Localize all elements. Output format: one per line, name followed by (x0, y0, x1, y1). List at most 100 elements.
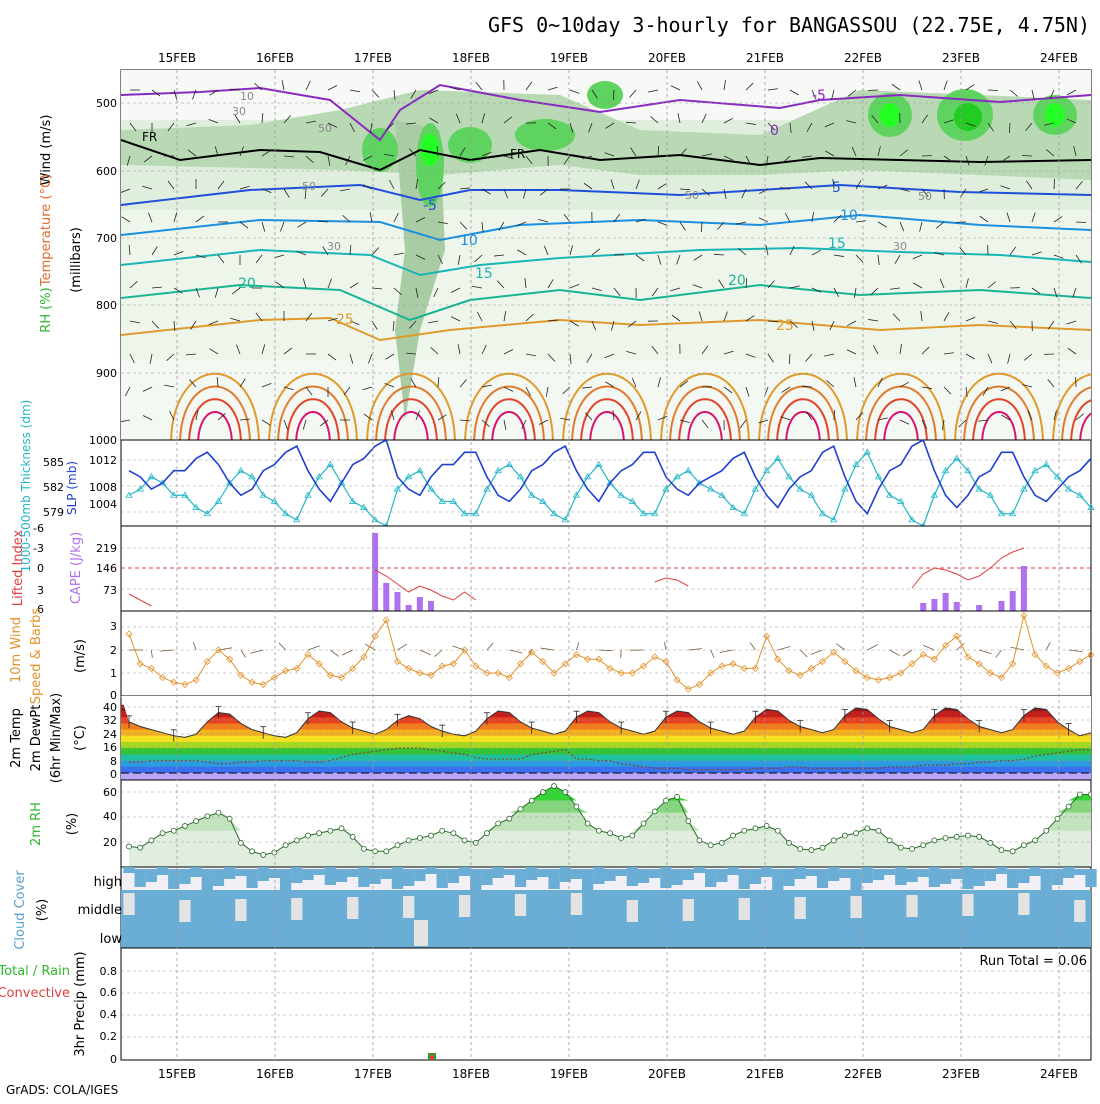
rh-marker (965, 833, 970, 838)
cloud-high-bar (369, 869, 380, 884)
cloud-high-bar (649, 869, 660, 878)
top-date-label: 17FEB (354, 51, 392, 65)
precip-tick-0: 0 (110, 1053, 117, 1066)
upper-label-millibars: (millibars) (69, 227, 84, 293)
cloud-high-bar (314, 869, 325, 875)
rh-marker (898, 845, 903, 850)
cloud-high-bar (627, 867, 638, 886)
li-tick-0: 0 (37, 562, 44, 575)
temp-band (121, 736, 1091, 743)
wind-barb (1009, 123, 1010, 133)
rh-marker (686, 819, 691, 824)
rh-marker (1010, 849, 1015, 854)
top-date-label: 16FEB (256, 51, 294, 65)
temp-tick-24: 24 (103, 728, 117, 741)
precip-frame (121, 948, 1091, 1060)
cloud-high-bar (168, 869, 179, 889)
rh-contour-label-4: 50 (302, 180, 316, 193)
rh-marker (719, 840, 724, 845)
slp-frame (121, 440, 1091, 526)
temp-tick-16: 16 (103, 741, 117, 754)
cloud-high-bar (425, 867, 436, 874)
rh-marker (753, 826, 758, 831)
rh-marker (630, 833, 635, 838)
rh-contour-label-5: 50 (918, 190, 932, 203)
rh2m-unit: (%) (65, 813, 80, 836)
rh-marker (865, 826, 870, 831)
chart-title: GFS 0~10day 3-hourly for BANGASSOU (22.7… (488, 13, 1090, 37)
cape-bar (943, 593, 949, 611)
precip-bar-conv (430, 1055, 434, 1060)
cloud-high-bar (795, 867, 806, 879)
cloud-high-bar (873, 869, 884, 880)
cloud-high-bar (683, 869, 694, 880)
bottom-date-label: 23FEB (942, 1067, 980, 1081)
rh-marker (641, 821, 646, 826)
rh-marker (675, 794, 680, 799)
rh-marker (775, 828, 780, 833)
top-date-label: 24FEB (1040, 51, 1078, 65)
cloud-high-bar (213, 869, 224, 886)
slp-tick-1012: 1012 (89, 454, 117, 467)
rh-marker (943, 836, 948, 841)
cloud-unit: (%) (35, 899, 50, 922)
cloud-mid-gap (1074, 900, 1085, 922)
precip-tick-02: 0.2 (100, 1030, 118, 1043)
cloud-high-bar (325, 867, 336, 885)
cloud-high-bar (974, 869, 985, 886)
cape-bar (383, 583, 389, 611)
cloud-level-middle: middle (78, 903, 122, 918)
cloud-high-bar (1041, 869, 1052, 890)
temp-label-5: 5 (832, 180, 841, 196)
top-date-label: 19FEB (550, 51, 588, 65)
cloud-high-bar (671, 869, 682, 885)
cloud-mid-gap (850, 896, 861, 918)
precip-tick-06: 0.6 (100, 986, 118, 999)
cloud-mid-gap (347, 897, 358, 919)
cape-tick-73: 73 (103, 584, 117, 597)
rh-marker (182, 823, 187, 828)
rh-marker (238, 840, 243, 845)
cloud-high-bar (291, 867, 302, 883)
cloud-high-bar (190, 867, 201, 877)
cloud-mid-gap (627, 900, 638, 922)
cloud-high-bar (437, 869, 448, 888)
cloud-high-bar (135, 869, 146, 887)
rh-marker (798, 846, 803, 851)
rh-marker (954, 834, 959, 839)
cloud-high-bar (850, 869, 861, 890)
rh-marker (619, 836, 624, 841)
wind-panel: 3 2 1 0 10m Wind Speed & Barbs (m/s) (9, 608, 1094, 705)
cloud-high-bar (146, 869, 157, 882)
rh-tick-20: 20 (103, 836, 117, 849)
cloud-high-bar (638, 869, 649, 883)
rh-marker (988, 840, 993, 845)
cape-tick-146: 146 (96, 562, 117, 575)
rh-marker (205, 814, 210, 819)
rh-marker (608, 831, 613, 836)
rh-marker (138, 845, 143, 850)
rh-marker (809, 848, 814, 853)
rh-marker (272, 850, 277, 855)
cloud-mid-gap (459, 895, 470, 917)
cape-bar (920, 603, 926, 611)
bottom-date-label: 22FEB (844, 1067, 882, 1081)
thick-tick-582: 582 (43, 481, 64, 494)
rh-contour-label-2: 30 (232, 105, 246, 118)
cloud-high-bar (537, 869, 548, 877)
rh-cell-8 (880, 103, 900, 127)
slp-tick-1008: 1008 (89, 481, 117, 494)
temp-tick-40: 40 (103, 701, 117, 714)
cloud-high-bar (481, 869, 492, 885)
cape-bar (999, 601, 1005, 611)
rh-marker (574, 804, 579, 809)
cloud-high-bar (940, 869, 951, 884)
cloud-high-bar (1052, 869, 1063, 885)
rh-band-light (121, 210, 1091, 360)
temp2m-label-dewpt: 2m DewPt (29, 705, 44, 772)
rh-marker (350, 834, 355, 839)
cloud-high-bar (604, 869, 615, 881)
cloud-mid-gap (403, 896, 414, 918)
cloud-high-bar (414, 869, 425, 881)
cloud-high-bar (616, 869, 627, 876)
